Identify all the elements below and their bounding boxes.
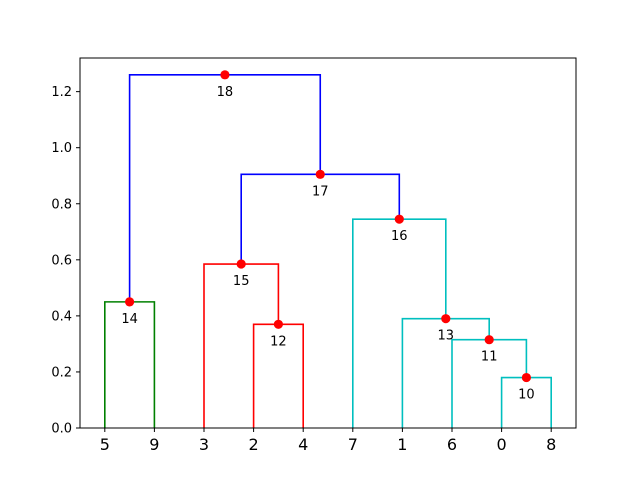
leaf-label-1: 1 [397, 435, 407, 454]
y-tick-label: 0.8 [51, 197, 72, 212]
node-marker-14 [125, 297, 135, 307]
node-label-15: 15 [233, 274, 250, 289]
node-marker-13 [441, 314, 451, 324]
leaf-label-3: 3 [199, 435, 209, 454]
y-tick-label: 1.0 [51, 141, 72, 156]
link-node-18 [128, 74, 322, 302]
leaf-label-8: 8 [546, 435, 556, 454]
link-node-16 [352, 218, 447, 428]
node-marker-10 [521, 372, 532, 383]
leaf-label-2: 2 [249, 435, 259, 454]
y-tick-label: 0.6 [51, 253, 72, 268]
node-marker-18 [220, 70, 230, 80]
node-label-12: 12 [270, 334, 287, 349]
leaf-label-7: 7 [348, 435, 358, 454]
y-tick-label: 0.4 [51, 309, 72, 324]
leaf-label-9: 9 [149, 435, 159, 454]
node-label-16: 16 [391, 229, 408, 244]
axes: 0.00.20.40.60.81.01.25 9 3 2 4 7 1 6 0 8 [51, 57, 577, 454]
y-tick-label: 1.2 [51, 85, 72, 100]
node-marker-11 [484, 335, 494, 345]
y-tick-label: 0.0 [51, 422, 72, 437]
leaf-label-5: 5 [100, 435, 110, 454]
node-label-14: 14 [121, 312, 138, 327]
node-marker-12 [273, 319, 283, 329]
leaf-label-6: 6 [447, 435, 457, 454]
node-label-17: 17 [312, 184, 329, 199]
node-label-11: 11 [481, 350, 498, 365]
leaf-label-0: 0 [497, 435, 507, 454]
node-label-13: 13 [438, 329, 455, 344]
node-label-10: 10 [518, 388, 535, 403]
dendrogram-links [104, 74, 552, 428]
node-marker-15 [236, 259, 246, 269]
link-node-10 [500, 376, 552, 428]
node-markers [125, 70, 532, 383]
node-marker-17 [315, 169, 325, 179]
leaf-label-4: 4 [298, 435, 308, 454]
node-marker-16 [394, 214, 404, 224]
plot-frame [79, 57, 577, 429]
y-tick-label: 0.2 [51, 365, 72, 380]
node-labels: 10 11 12 13 14 15 16 17 18 [121, 85, 534, 403]
node-label-18: 18 [217, 85, 234, 100]
